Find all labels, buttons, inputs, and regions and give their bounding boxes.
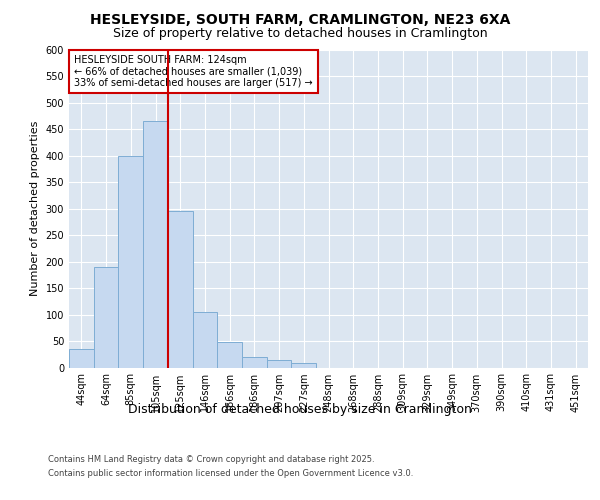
Text: Contains public sector information licensed under the Open Government Licence v3: Contains public sector information licen… <box>48 469 413 478</box>
Text: Distribution of detached houses by size in Cramlington: Distribution of detached houses by size … <box>128 402 472 415</box>
Text: HESLEYSIDE SOUTH FARM: 124sqm
← 66% of detached houses are smaller (1,039)
33% o: HESLEYSIDE SOUTH FARM: 124sqm ← 66% of d… <box>74 55 313 88</box>
Text: Size of property relative to detached houses in Cramlington: Size of property relative to detached ho… <box>113 28 487 40</box>
Y-axis label: Number of detached properties: Number of detached properties <box>30 121 40 296</box>
Bar <box>242 357 267 368</box>
Bar <box>143 122 168 368</box>
Bar <box>193 312 217 368</box>
Text: HESLEYSIDE, SOUTH FARM, CRAMLINGTON, NE23 6XA: HESLEYSIDE, SOUTH FARM, CRAMLINGTON, NE2… <box>90 12 510 26</box>
Bar <box>94 267 118 368</box>
Text: Contains HM Land Registry data © Crown copyright and database right 2025.: Contains HM Land Registry data © Crown c… <box>48 456 374 464</box>
Bar <box>69 349 94 368</box>
Bar <box>217 342 242 367</box>
Bar <box>267 360 292 368</box>
Bar <box>292 364 316 368</box>
Bar <box>118 156 143 368</box>
Bar <box>168 212 193 368</box>
